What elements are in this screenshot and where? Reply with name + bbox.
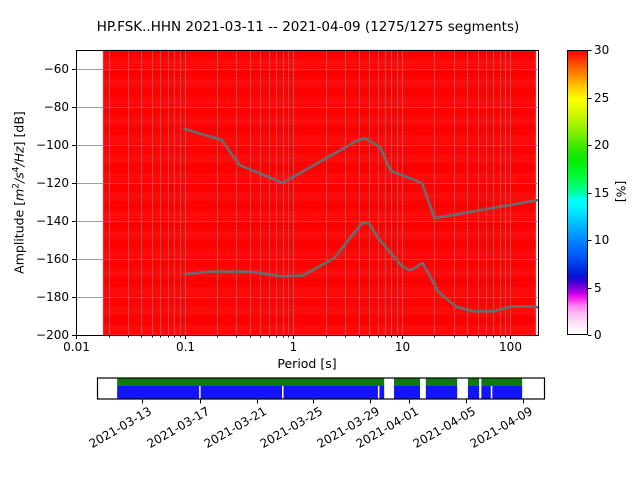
y-tick-label: −140 <box>36 213 69 228</box>
x-tick-label: 0.1 <box>175 340 196 354</box>
y-tick-label: −80 <box>43 99 69 114</box>
y-tick-label: −200 <box>36 327 69 342</box>
timeline-gap-hairline <box>199 386 201 399</box>
colorbar-tick-label: 25 <box>594 90 610 105</box>
y-tick-label: −100 <box>36 137 69 152</box>
y-tick-label: −60 <box>43 61 69 76</box>
colorbar-tick-label: 0 <box>594 327 602 342</box>
x-tick-label: 100 <box>499 340 522 354</box>
colorbar-tick-label: 5 <box>594 280 602 295</box>
nhnm-line <box>183 127 540 220</box>
y-tick-label: −180 <box>36 289 69 304</box>
x-tick-label: 10 <box>394 340 411 354</box>
axes-frame <box>76 50 539 336</box>
y-tick-label: −120 <box>36 175 69 190</box>
timeline-gap-hairline <box>282 386 284 399</box>
colorbar-tick-label: 15 <box>594 185 610 200</box>
y-tick-label: −160 <box>36 251 69 266</box>
colorbar-gradient <box>567 50 588 335</box>
colorbar-tick-label: 10 <box>594 232 610 247</box>
x-tick-label: 0.01 <box>63 340 90 354</box>
timeline-green-segment <box>425 378 458 386</box>
timeline-frame <box>96 377 546 400</box>
y-axis-label: Amplitude [m2/s4/Hz] [dB] <box>11 111 27 274</box>
timeline-blue-segment <box>467 386 480 399</box>
colorbar-tick-label: 20 <box>594 137 610 152</box>
timeline-green-segment <box>394 378 421 386</box>
colorbar-tick-label: 30 <box>594 42 610 57</box>
timeline-blue-segment <box>117 386 385 399</box>
timeline-green-segment <box>117 378 385 386</box>
timeline-gap-hairline <box>377 386 380 399</box>
timeline-gap-hairline <box>490 386 493 399</box>
x-axis-label: Period [s] <box>277 356 337 371</box>
timeline-blue-segment <box>425 386 458 399</box>
timeline-green-segment <box>481 378 523 386</box>
nlnm-line <box>183 221 540 313</box>
plot-title: HP.FSK..HHN 2021-03-11 -- 2021-04-09 (12… <box>96 19 520 35</box>
x-tick-label: 1 <box>289 340 298 354</box>
timeline-blue-segment <box>394 386 421 399</box>
timeline-green-segment <box>467 378 480 386</box>
timeline-blue-segment <box>481 386 523 399</box>
